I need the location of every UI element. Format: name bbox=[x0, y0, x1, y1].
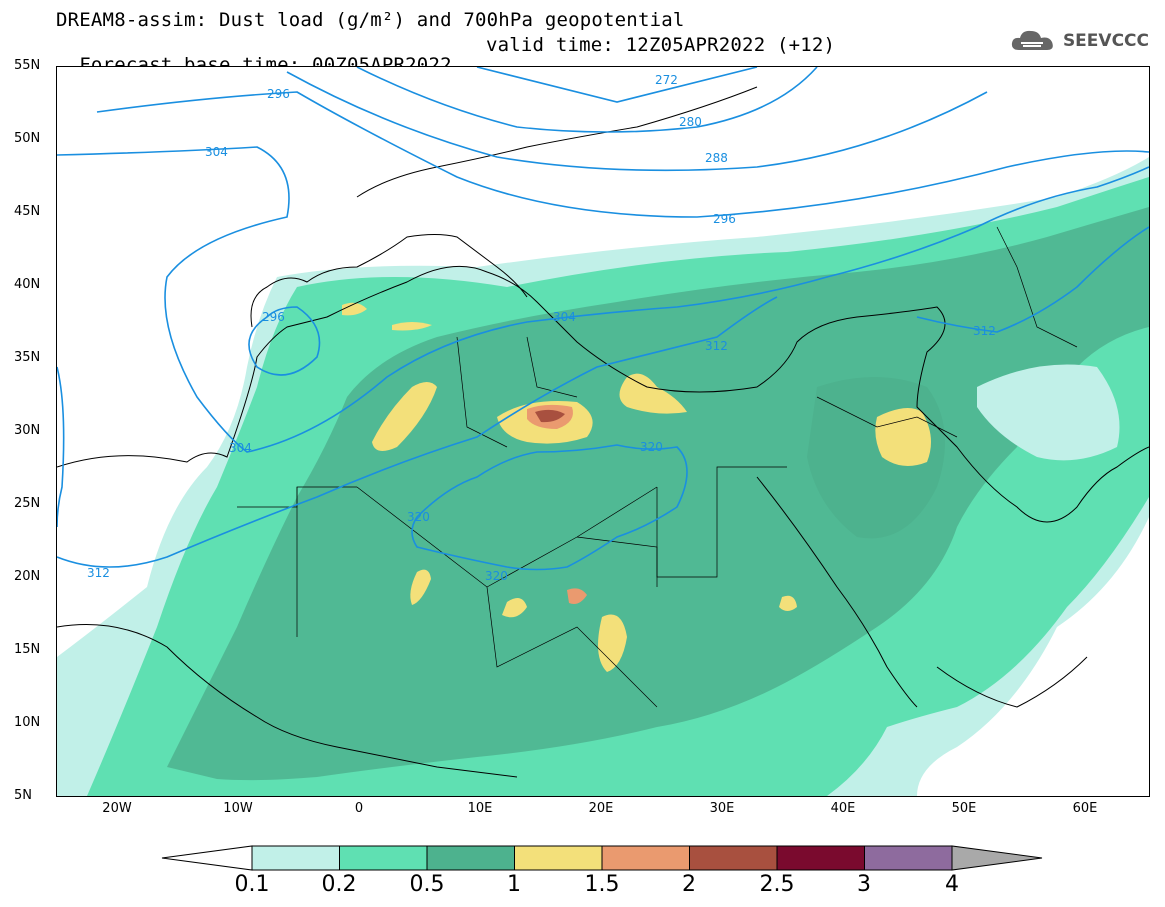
colorbar-swatch bbox=[515, 846, 603, 870]
contour-label: 296 bbox=[713, 212, 736, 226]
colorbar-label: 0.2 bbox=[322, 872, 357, 897]
lon-label: 30E bbox=[710, 801, 735, 816]
colorbar bbox=[160, 844, 1045, 872]
contour-label: 320 bbox=[407, 510, 430, 524]
seevccc-logo: SEEVCCC bbox=[1009, 28, 1149, 54]
map-canvas: 272 280 288 296 296 304 304 312 312 312 … bbox=[57, 67, 1149, 796]
contour-label: 280 bbox=[679, 115, 702, 129]
colorbar-label: 1.5 bbox=[585, 872, 620, 897]
colorbar-swatch bbox=[602, 846, 690, 870]
lon-label: 10W bbox=[223, 801, 252, 816]
contour-label: 320 bbox=[640, 440, 663, 454]
colorbar-label: 4 bbox=[945, 872, 959, 897]
contour-label: 312 bbox=[705, 339, 728, 353]
contour-label: 304 bbox=[229, 441, 252, 455]
lon-label: 0 bbox=[355, 801, 363, 816]
colorbar-arrow-low bbox=[162, 846, 252, 870]
colorbar-swatch bbox=[777, 846, 865, 870]
contour-label: 296 bbox=[262, 310, 285, 324]
lat-label: 40N bbox=[14, 277, 40, 292]
lat-label: 35N bbox=[14, 350, 40, 365]
colorbar-label: 1 bbox=[507, 872, 521, 897]
colorbar-label: 2.5 bbox=[760, 872, 795, 897]
colorbar-swatch bbox=[690, 846, 778, 870]
contour-label: 304 bbox=[205, 145, 228, 159]
dust-field bbox=[57, 157, 1149, 796]
contour-label: 312 bbox=[973, 324, 996, 338]
lat-label: 20N bbox=[14, 569, 40, 584]
lat-label: 50N bbox=[14, 131, 40, 146]
colorbar-arrow-high bbox=[952, 846, 1042, 870]
contour-label: 288 bbox=[705, 151, 728, 165]
colorbar-swatch bbox=[865, 846, 953, 870]
map-title: DREAM8-assim: Dust load (g/m²) and 700hP… bbox=[56, 10, 685, 30]
contour-label: 272 bbox=[655, 73, 678, 87]
dust-1.0-patch bbox=[875, 408, 931, 466]
logo-text: SEEVCCC bbox=[1063, 31, 1149, 51]
colorbar-swatch bbox=[427, 846, 515, 870]
contour-label: 296 bbox=[267, 87, 290, 101]
contour-label: 320 bbox=[485, 569, 508, 583]
colorbar-label: 3 bbox=[857, 872, 871, 897]
lat-label: 45N bbox=[14, 204, 40, 219]
cloud-icon bbox=[1009, 28, 1057, 54]
lon-label: 20E bbox=[589, 801, 614, 816]
colorbar-label: 0.1 bbox=[235, 872, 270, 897]
lat-label: 15N bbox=[14, 642, 40, 657]
lat-label: 10N bbox=[14, 715, 40, 730]
dust-map: 272 280 288 296 296 304 304 312 312 312 … bbox=[56, 66, 1150, 797]
colorbar-swatch bbox=[340, 846, 428, 870]
lon-label: 40E bbox=[831, 801, 856, 816]
lon-label: 60E bbox=[1073, 801, 1098, 816]
colorbar-swatches bbox=[162, 846, 1042, 870]
colorbar-swatch bbox=[252, 846, 340, 870]
colorbar-label: 2 bbox=[682, 872, 696, 897]
contour-label: 304 bbox=[553, 310, 576, 324]
lat-label: 5N bbox=[14, 788, 32, 803]
lat-label: 55N bbox=[14, 58, 40, 73]
lon-label: 50E bbox=[952, 801, 977, 816]
valid-time: valid time: 12Z05APR2022 (+12) bbox=[486, 35, 835, 55]
lat-label: 30N bbox=[14, 423, 40, 438]
lon-label: 20W bbox=[102, 801, 131, 816]
lat-label: 25N bbox=[14, 496, 40, 511]
lon-label: 10E bbox=[468, 801, 493, 816]
colorbar-label: 0.5 bbox=[410, 872, 445, 897]
